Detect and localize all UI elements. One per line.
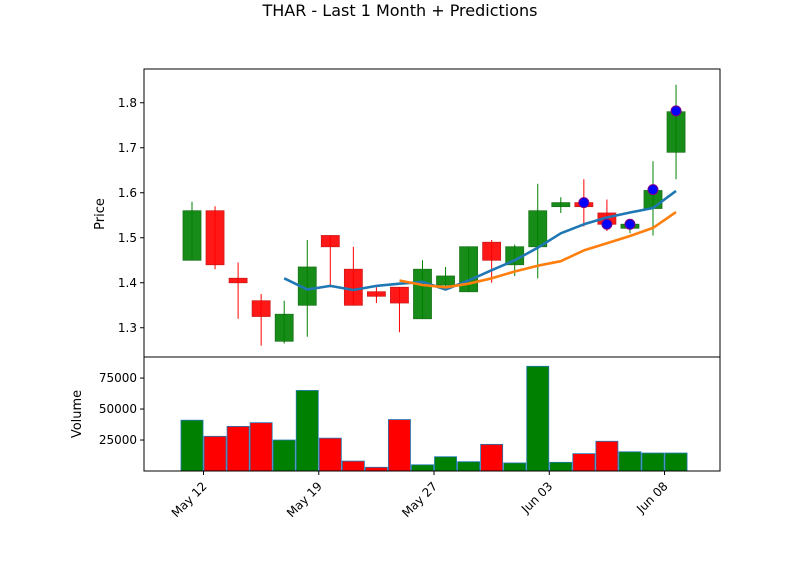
volume-bar: [226, 425, 250, 472]
candle: [413, 260, 432, 320]
candle: [666, 84, 686, 180]
volume-panel: 25000 50000 75000: [99, 356, 721, 472]
prediction-marker: [624, 218, 636, 230]
candle-body: [666, 111, 686, 153]
volume-ytick-label: 25000: [99, 433, 137, 447]
candle-body: [551, 202, 571, 208]
x-tick-label: Jun 08: [633, 479, 670, 516]
volume-bar: [341, 460, 365, 472]
price-axis-label: Price: [93, 198, 108, 230]
price-panel: 1.3 1.4 1.5 1.6 1.7 1.8: [118, 68, 721, 358]
volume-bar: [364, 466, 388, 472]
candle-body: [228, 277, 248, 284]
candle-body: [320, 235, 340, 248]
prediction-marker: [578, 197, 590, 209]
x-tick-label: May 27: [399, 479, 440, 520]
volume-bar: [549, 461, 573, 472]
volume-bar: [641, 452, 665, 472]
candle: [482, 240, 502, 283]
volume-bar: [434, 456, 457, 472]
volume-ytick-label: 75000: [99, 371, 137, 385]
candle: [390, 286, 409, 333]
volume-bar: [526, 365, 550, 472]
volume-bar: [249, 422, 273, 472]
candle-body: [205, 210, 225, 266]
candle-body: [274, 313, 294, 342]
price-ytick-label: 1.6: [118, 186, 137, 200]
volume-bar: [664, 452, 688, 472]
candle: [205, 206, 225, 270]
candle: [228, 262, 248, 319]
volume-bar: [203, 435, 227, 472]
candle-body: [413, 268, 432, 320]
price-ytick-label: 1.5: [118, 231, 137, 245]
prediction-marker: [647, 184, 659, 196]
volume-ytick-label: 50000: [99, 402, 137, 416]
volume-axis-label: Volume: [70, 390, 85, 438]
series-line-2: [399, 211, 677, 289]
candle-body: [343, 268, 363, 306]
prediction-marker: [601, 218, 613, 230]
volume-bar: [272, 439, 296, 472]
x-tick-label: May 19: [284, 479, 325, 520]
candle-body: [366, 291, 386, 297]
volume-bar: [572, 453, 596, 472]
candle-body: [251, 300, 271, 317]
volume-bar: [411, 464, 434, 472]
candle: [366, 287, 386, 303]
volume-bar: [295, 390, 319, 472]
chart-title: THAR - Last 1 Month + Predictions: [261, 1, 537, 20]
prediction-marker: [670, 105, 682, 117]
volume-bar: [457, 461, 481, 472]
candle: [528, 183, 548, 279]
price-ytick-label: 1.7: [118, 141, 137, 155]
volume-bar: [388, 419, 411, 472]
candle: [551, 197, 571, 213]
volume-bar: [618, 451, 642, 472]
x-axis-ticks: May 12 May 19 May 27 Jun 03 Jun 08: [169, 471, 671, 520]
price-ytick-label: 1.3: [118, 321, 137, 335]
candle-body: [482, 241, 502, 261]
volume-bar: [503, 462, 527, 472]
candle-body: [528, 210, 548, 248]
x-tick-label: May 12: [169, 479, 210, 520]
candle-body: [459, 246, 479, 293]
candle: [251, 294, 271, 346]
x-tick-label: Jun 03: [518, 479, 555, 516]
candle-body: [182, 210, 202, 261]
candle: [182, 201, 202, 261]
candle-body: [390, 286, 409, 304]
volume-bar: [480, 443, 504, 472]
candle: [320, 235, 340, 288]
price-ytick-label: 1.4: [118, 276, 137, 290]
volume-bar: [595, 440, 619, 472]
candle: [436, 267, 455, 290]
price-ytick-label: 1.8: [118, 96, 137, 110]
candle: [274, 300, 294, 344]
volume-frame: [143, 356, 721, 472]
series-line-1: [283, 189, 677, 292]
volume-bar: [318, 437, 342, 472]
candle-body: [436, 275, 455, 286]
volume-bar: [180, 419, 204, 472]
